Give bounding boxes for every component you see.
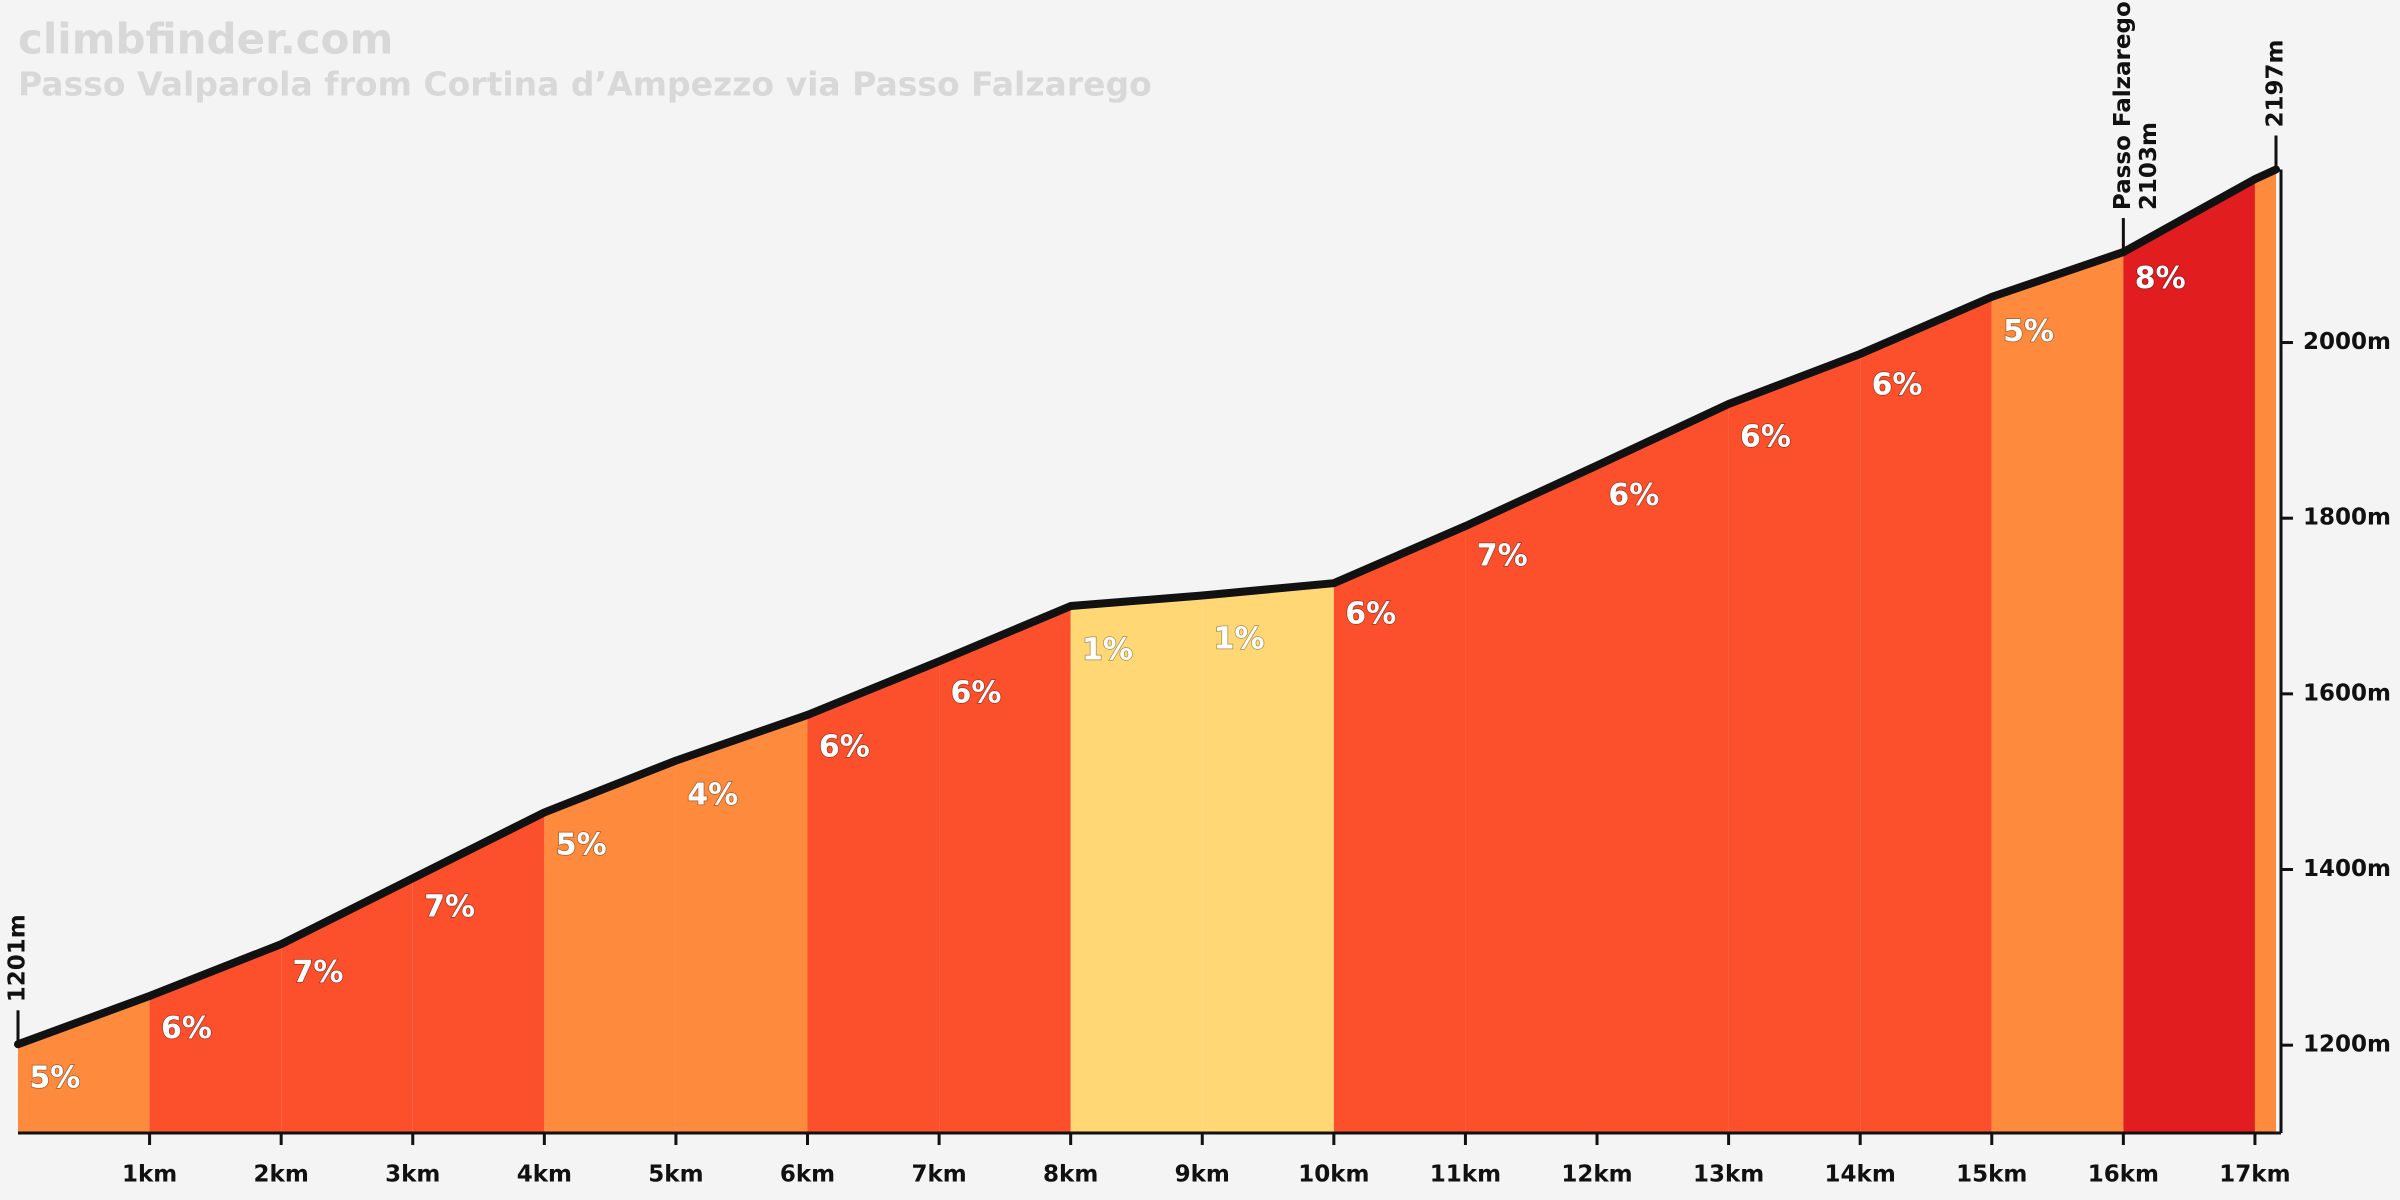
x-tick-label: 15km: [1956, 1162, 2027, 1188]
gradient-label: 6%: [1345, 597, 1396, 632]
gradient-label: 7%: [1477, 539, 1528, 574]
segment: [1728, 353, 1861, 1133]
segment: [2254, 169, 2276, 1133]
segment: [1333, 526, 1466, 1133]
gradient-label: 4%: [687, 777, 738, 812]
x-tick-label: 14km: [1825, 1162, 1896, 1188]
segment: [675, 714, 808, 1133]
segment: [544, 760, 676, 1133]
segment: [939, 606, 1071, 1133]
chart-title: climbfinder.com: [18, 15, 393, 64]
y-tick-label: 2000m: [2303, 329, 2391, 355]
segment: [1465, 465, 1598, 1134]
gradient-label: 6%: [950, 675, 1001, 710]
gradient-label: 1%: [1082, 633, 1133, 668]
x-tick-label: 6km: [780, 1162, 835, 1188]
x-tick-label: 7km: [911, 1162, 966, 1188]
y-tick-label: 1800m: [2303, 505, 2391, 531]
gradient-label: 5%: [2003, 314, 2054, 349]
gradient-label: 5%: [29, 1060, 80, 1095]
segment: [18, 995, 150, 1133]
segment: [281, 878, 413, 1133]
x-tick-label: 4km: [517, 1162, 572, 1188]
x-tick-label: 10km: [1298, 1162, 1369, 1188]
annotation-label: 1201m: [5, 914, 31, 1002]
segment: [2123, 179, 2255, 1133]
x-tick-label: 12km: [1561, 1162, 1632, 1188]
segment: [1860, 296, 1992, 1134]
x-tick-label: 9km: [1175, 1162, 1230, 1188]
annotation-label: 2103m: [2136, 122, 2162, 210]
x-tick-label: 16km: [2088, 1162, 2159, 1188]
chart-subtitle: Passo Valparola from Cortina d’Ampezzo v…: [18, 65, 1152, 104]
gradient-label: 8%: [2135, 261, 2186, 296]
gradient-label: 6%: [1872, 367, 1923, 402]
gradient-label: 5%: [556, 827, 607, 862]
x-tick-label: 11km: [1430, 1162, 1501, 1188]
y-tick-label: 1400m: [2303, 856, 2391, 882]
x-tick-label: 5km: [648, 1162, 703, 1188]
gradient-label: 7%: [424, 889, 475, 924]
profile-line: [14, 165, 2280, 1049]
x-tick-label: 3km: [385, 1162, 440, 1188]
gradient-label: 6%: [819, 729, 870, 764]
segment: [1202, 583, 1334, 1133]
gradient-label: 1%: [1214, 622, 1265, 657]
segment: [1991, 252, 2124, 1133]
gradient-label: 6%: [1740, 419, 1791, 454]
y-tick-label: 1200m: [2303, 1032, 2391, 1058]
annotation-label: Passo Falzarego: [2110, 1, 2136, 210]
x-tick-label: 13km: [1693, 1162, 1764, 1188]
x-tick-label: 17km: [2219, 1162, 2290, 1188]
gradient-label: 6%: [1608, 478, 1659, 513]
x-tick-label: 8km: [1043, 1162, 1098, 1188]
y-tick-label: 1600m: [2303, 680, 2391, 706]
segment: [149, 944, 282, 1133]
segment: [1597, 404, 1729, 1133]
annotation-label: 2197m: [2263, 40, 2289, 128]
segment: [1070, 595, 1203, 1133]
segment: [807, 661, 940, 1133]
segment: [412, 812, 545, 1133]
x-tick-label: 2km: [254, 1162, 309, 1188]
x-tick-label: 1km: [122, 1162, 177, 1188]
gradient-label: 7%: [293, 955, 344, 990]
gradient-label: 6%: [161, 1011, 212, 1046]
